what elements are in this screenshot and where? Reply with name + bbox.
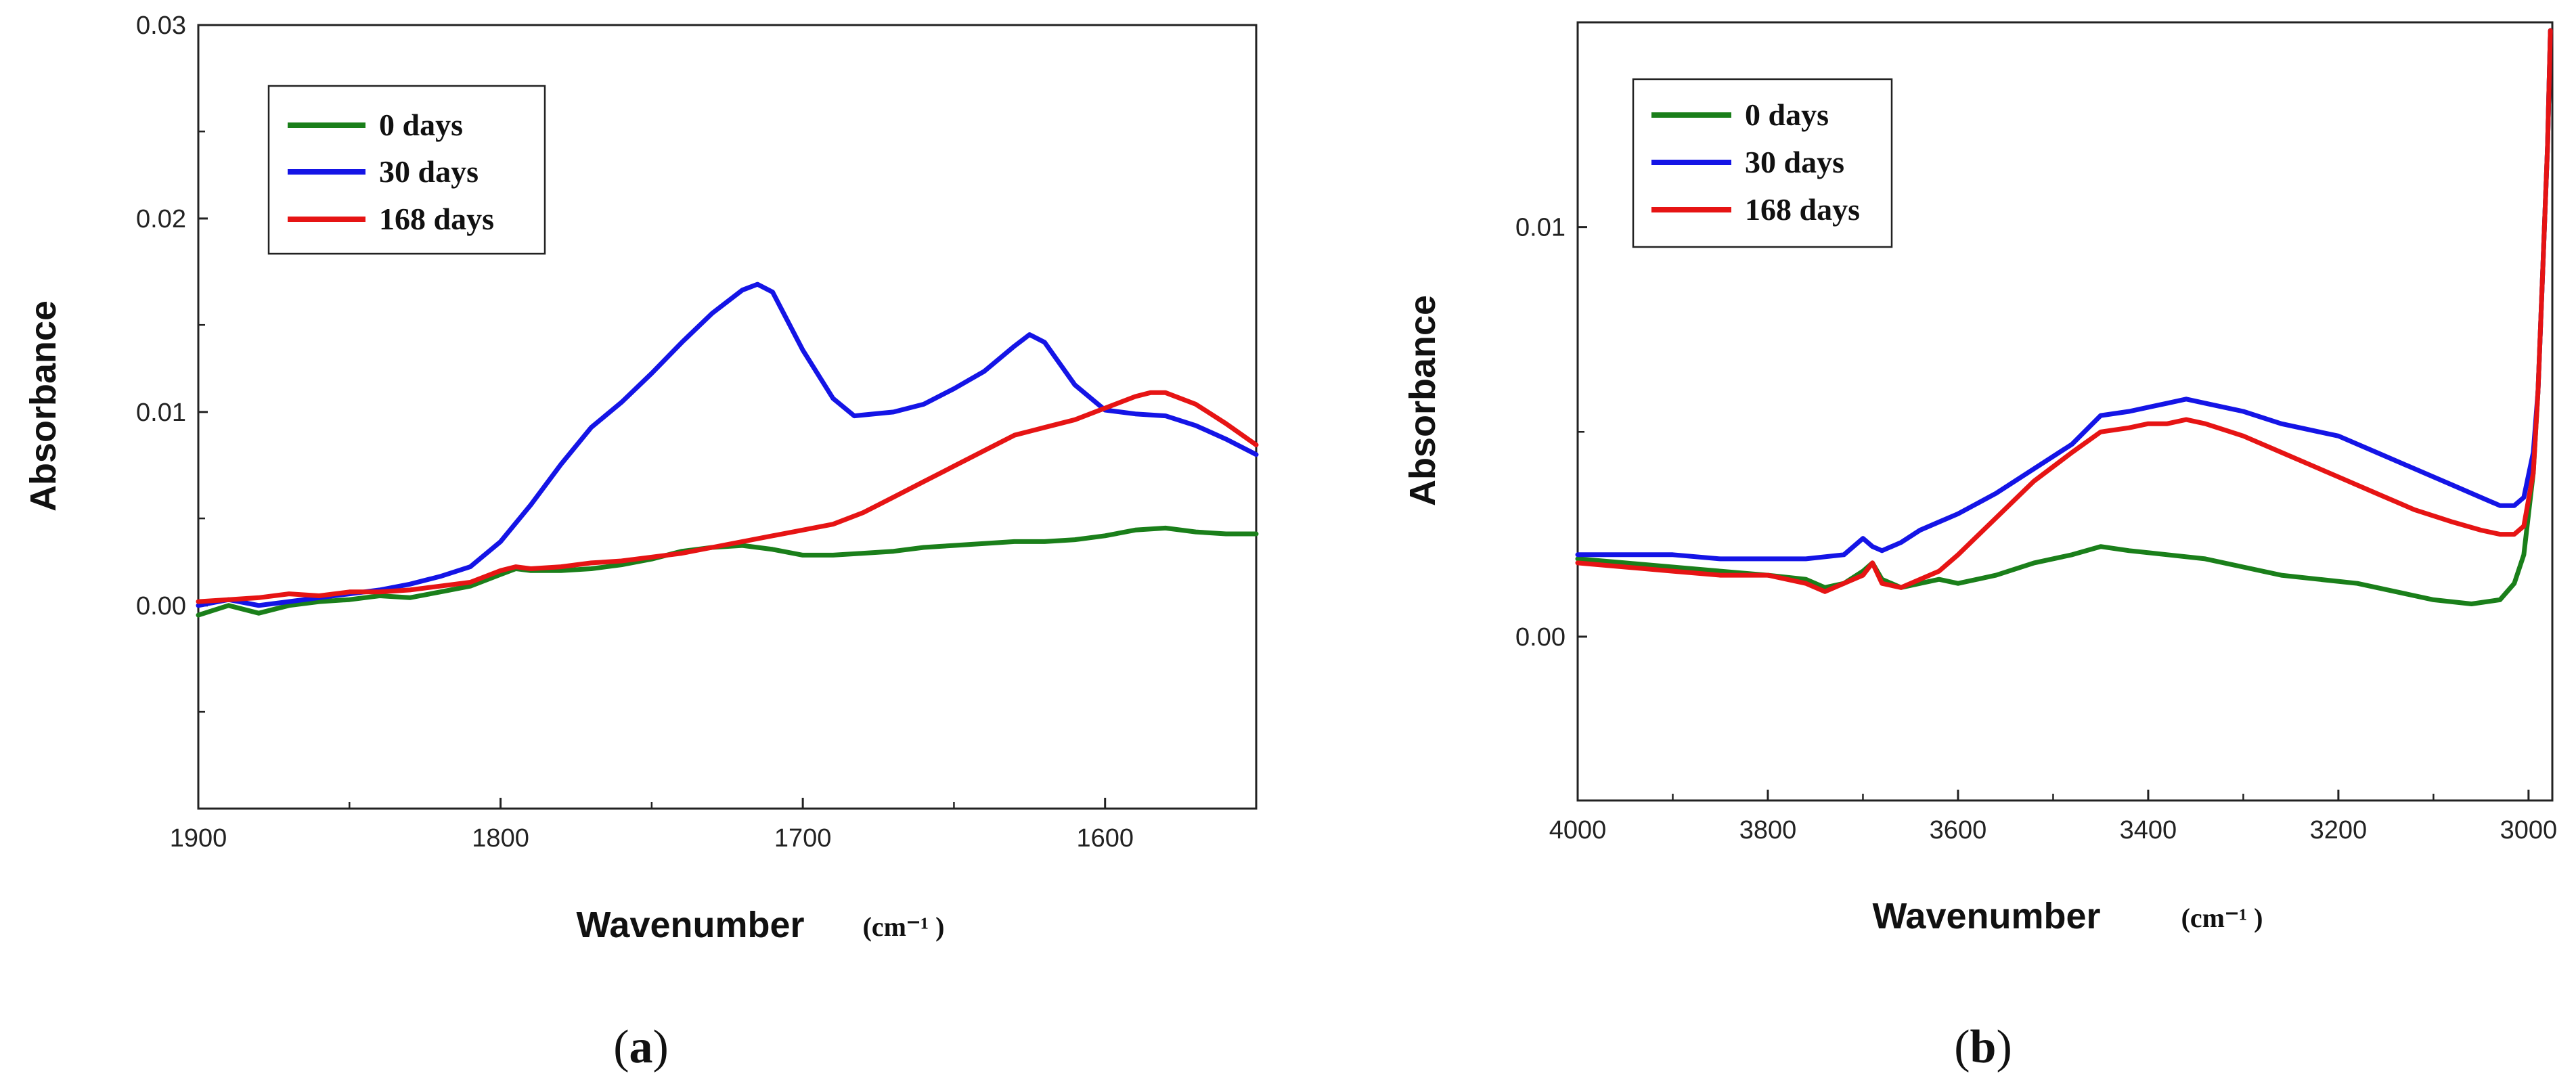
series-line-168-days-a [196,390,1259,604]
y-tick-label-b: 0.01 [1515,214,1565,242]
series-line-168-days-b [1575,28,2553,594]
y-axis-title-a: Absorbance [23,300,64,512]
x-tick-label-a: 1800 [472,824,529,853]
panel-label-b-close: ) [1996,1021,2012,1073]
panel-label-a-open: ( [613,1021,629,1073]
x-tick-label-a: 1900 [170,824,227,853]
x-tick-label-a: 1700 [774,824,832,853]
x-tick-label-b: 3200 [2310,816,2368,844]
legend-a: 0 days 30 days 168 days [267,85,546,255]
panel-label-b: (b) [1954,1021,2012,1073]
x-ticks-a: 1900 1800 1700 1600 [170,798,1134,853]
panel-label-b-open: ( [1954,1021,1970,1073]
series-lines-b [1575,28,2553,606]
panel-label-a-letter: a [629,1021,653,1073]
y-tick-label-a: 0.00 [136,592,186,620]
x-tick-label-b: 3800 [1739,816,1797,844]
legend-label-168-days-b: 168 days [1745,192,1860,227]
y-tick-label-b: 0.00 [1515,623,1565,652]
legend-label-30-days-b: 30 days [1745,145,1844,179]
x-axis-unit-b: (cm⁻¹ ) [2181,903,2263,933]
series-lines-a [196,281,1259,618]
series-line-30-days-a [196,281,1259,608]
y-tick-label-a: 0.01 [136,399,186,427]
x-tick-label-a: 1600 [1076,824,1134,853]
legend-label-0-days-a: 0 days [379,108,463,142]
x-ticks-b: 4000 3800 3600 3400 3200 3000 [1549,790,2557,844]
legend-label-30-days-a: 30 days [379,154,479,189]
x-axis-title-a: Wavenumber [576,905,804,945]
x-tick-label-b: 3400 [2120,816,2177,844]
plot-frame-a [197,24,1258,810]
series-line-0-days-a [196,525,1259,618]
y-ticks-b: 0.00 0.01 [1515,21,1587,652]
y-tick-label-a: 0.03 [136,12,186,40]
x-tick-label-b: 3600 [1930,816,1987,844]
x-tick-label-b: 3000 [2500,816,2558,844]
legend-label-168-days-a: 168 days [379,202,494,236]
series-line-0-days-b [1575,28,2553,606]
x-tick-label-b: 4000 [1549,816,1607,844]
series-line-30-days-b [1575,28,2553,562]
legend-label-0-days-b: 0 days [1745,97,1829,132]
panel-label-a: (a) [613,1021,669,1073]
y-axis-title-b: Absorbance [1402,295,1443,506]
panel-label-a-close: ) [653,1021,669,1073]
x-axis-unit-a: (cm⁻¹ ) [863,911,945,942]
legend-b: 0 days 30 days 168 days [1632,78,1893,248]
panel-label-b-letter: b [1970,1021,1997,1073]
chart-panel-b: 0.00 0.01 4000 3800 3600 3400 3200 3000 Absorb… [1402,21,2557,1073]
chart-panel-a: 0.00 0.01 0.02 0.03 1900 1800 1700 1600 Absorb… [23,12,1259,1073]
y-ticks-a: 0.00 0.01 0.02 0.03 [136,12,208,713]
y-tick-label-a: 0.02 [136,205,186,233]
plot-frame-b [1576,21,2554,802]
x-axis-title-b: Wavenumber [1872,896,2100,936]
